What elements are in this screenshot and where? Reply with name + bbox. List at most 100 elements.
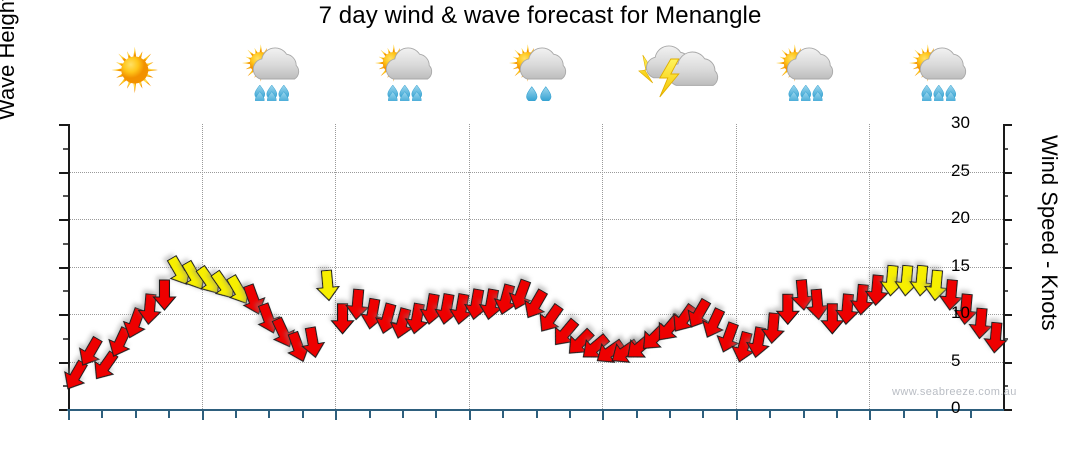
- left-axis-minor-tick: [63, 337, 68, 340]
- left-axis-tick: [59, 314, 68, 316]
- left-axis-minor-tick: [63, 385, 68, 388]
- x-axis-tick: [869, 409, 872, 420]
- wind-arrow: [923, 269, 949, 302]
- watermark: www.seabreeze.com.au: [892, 386, 1017, 398]
- wind-arrow: [716, 321, 740, 353]
- right-axis-minor-tick: [1003, 195, 1008, 198]
- x-axis-tick: [68, 409, 70, 420]
- x-axis-tick: [702, 409, 705, 418]
- x-axis-tick: [168, 409, 171, 418]
- right-axis-tick: [1003, 409, 1012, 411]
- sun-cloud-rain-icon: [202, 39, 336, 105]
- wind-arrow-series: [64, 255, 1008, 390]
- thunderstorm-icon: [602, 39, 736, 101]
- gridline-vertical-day: [735, 124, 737, 409]
- left-axis-line: [68, 124, 70, 410]
- right-axis-tick-label: 20: [951, 208, 970, 227]
- gridline-horizontal: [68, 266, 1003, 268]
- day-header-sunday: [202, 36, 336, 120]
- wind-arrow: [539, 302, 564, 332]
- right-axis-tick-label: 15: [951, 255, 970, 275]
- left-axis-tick: [59, 124, 68, 126]
- x-axis-tick: [301, 409, 304, 418]
- left-axis-title: Wave Height - Metres: [0, 0, 19, 120]
- day-label-sunday: [202, 421, 336, 469]
- day-header-friday: [869, 36, 1003, 120]
- left-axis-minor-tick: [63, 195, 68, 198]
- left-axis-minor-tick: [63, 290, 68, 293]
- wind-arrow: [137, 293, 162, 326]
- right-axis-tick: [1003, 266, 1012, 269]
- right-axis-line: [1003, 124, 1005, 410]
- day-header-saturday: [68, 36, 202, 120]
- right-axis-tick-label: 5: [951, 350, 961, 370]
- day-label-tuesday: [469, 421, 603, 469]
- wind-arrow: [330, 303, 355, 335]
- wind-arrow: [345, 288, 370, 321]
- day-header-thursday: [736, 36, 870, 120]
- x-axis-tick: [635, 409, 638, 418]
- x-axis-tick: [101, 409, 104, 418]
- right-axis-tick-label: 10: [951, 303, 970, 322]
- right-axis-minor-tick: [1003, 242, 1008, 245]
- wind-arrow: [122, 306, 146, 339]
- left-axis-minor-tick: [63, 147, 68, 150]
- left-axis-tick: [59, 361, 68, 364]
- x-axis-tick: [735, 409, 738, 420]
- x-axis-tick: [502, 409, 505, 418]
- wind-arrow: [805, 288, 830, 321]
- wind-arrow: [271, 316, 295, 348]
- gridline-vertical-day: [468, 124, 470, 409]
- sun-cloud-rain-icon: [736, 39, 870, 105]
- x-axis-tick: [568, 409, 571, 418]
- right-axis-tick: [1003, 171, 1012, 174]
- wind-arrow: [687, 297, 712, 328]
- wind-arrow: [775, 293, 800, 326]
- wind-arrow: [301, 326, 326, 359]
- wind-arrow: [760, 312, 785, 345]
- gridline-horizontal: [68, 219, 1003, 220]
- left-axis-tick: [59, 219, 68, 221]
- wind-arrow: [78, 335, 103, 366]
- day-header-monday: [335, 36, 469, 120]
- wind-arrow: [938, 279, 964, 311]
- day-label-saturday: [68, 421, 202, 469]
- right-axis-minor-tick: [1003, 385, 1008, 388]
- x-axis-tick: [802, 409, 805, 418]
- day-label-monday: [335, 421, 469, 469]
- gridline-vertical-day: [201, 124, 203, 409]
- x-axis-tick: [535, 409, 538, 418]
- wind-arrow: [596, 338, 626, 363]
- x-axis-tick: [468, 409, 471, 420]
- right-axis-title: Wind Speed - Knots: [1037, 135, 1062, 331]
- gridline-vertical-day: [869, 124, 871, 409]
- gridline-vertical-day: [335, 124, 337, 409]
- wind-arrow: [701, 307, 726, 338]
- x-axis-tick: [401, 409, 404, 418]
- x-axis-tick: [234, 409, 237, 418]
- left-axis-tick: [59, 266, 68, 269]
- day-label-thursday: [736, 421, 870, 469]
- right-axis-tick-label: 0: [951, 398, 961, 417]
- sun-cloud-rain-icon: [869, 39, 1003, 105]
- x-axis-tick: [201, 409, 204, 420]
- wind-arrow: [315, 269, 340, 302]
- gridline-horizontal: [68, 361, 1003, 363]
- day-label-friday: [869, 421, 1003, 469]
- plot-area: [59, 124, 1012, 420]
- left-axis-tick: [59, 409, 68, 411]
- wind-arrow: [820, 303, 845, 335]
- right-axis-tick: [1003, 219, 1012, 221]
- right-axis-tick-label: 25: [951, 160, 970, 180]
- x-axis-tick: [769, 409, 772, 418]
- gridline-vertical-day: [602, 124, 604, 409]
- right-axis-minor-tick: [1003, 147, 1008, 150]
- day-header-wednesday: [602, 36, 736, 120]
- x-axis-tick: [268, 409, 271, 418]
- right-axis-minor-tick: [1003, 290, 1008, 293]
- baseline-axis: [67, 409, 1004, 411]
- x-axis-tick: [368, 409, 371, 418]
- day-label-wednesday: [602, 421, 736, 469]
- gridline-horizontal: [68, 171, 1003, 173]
